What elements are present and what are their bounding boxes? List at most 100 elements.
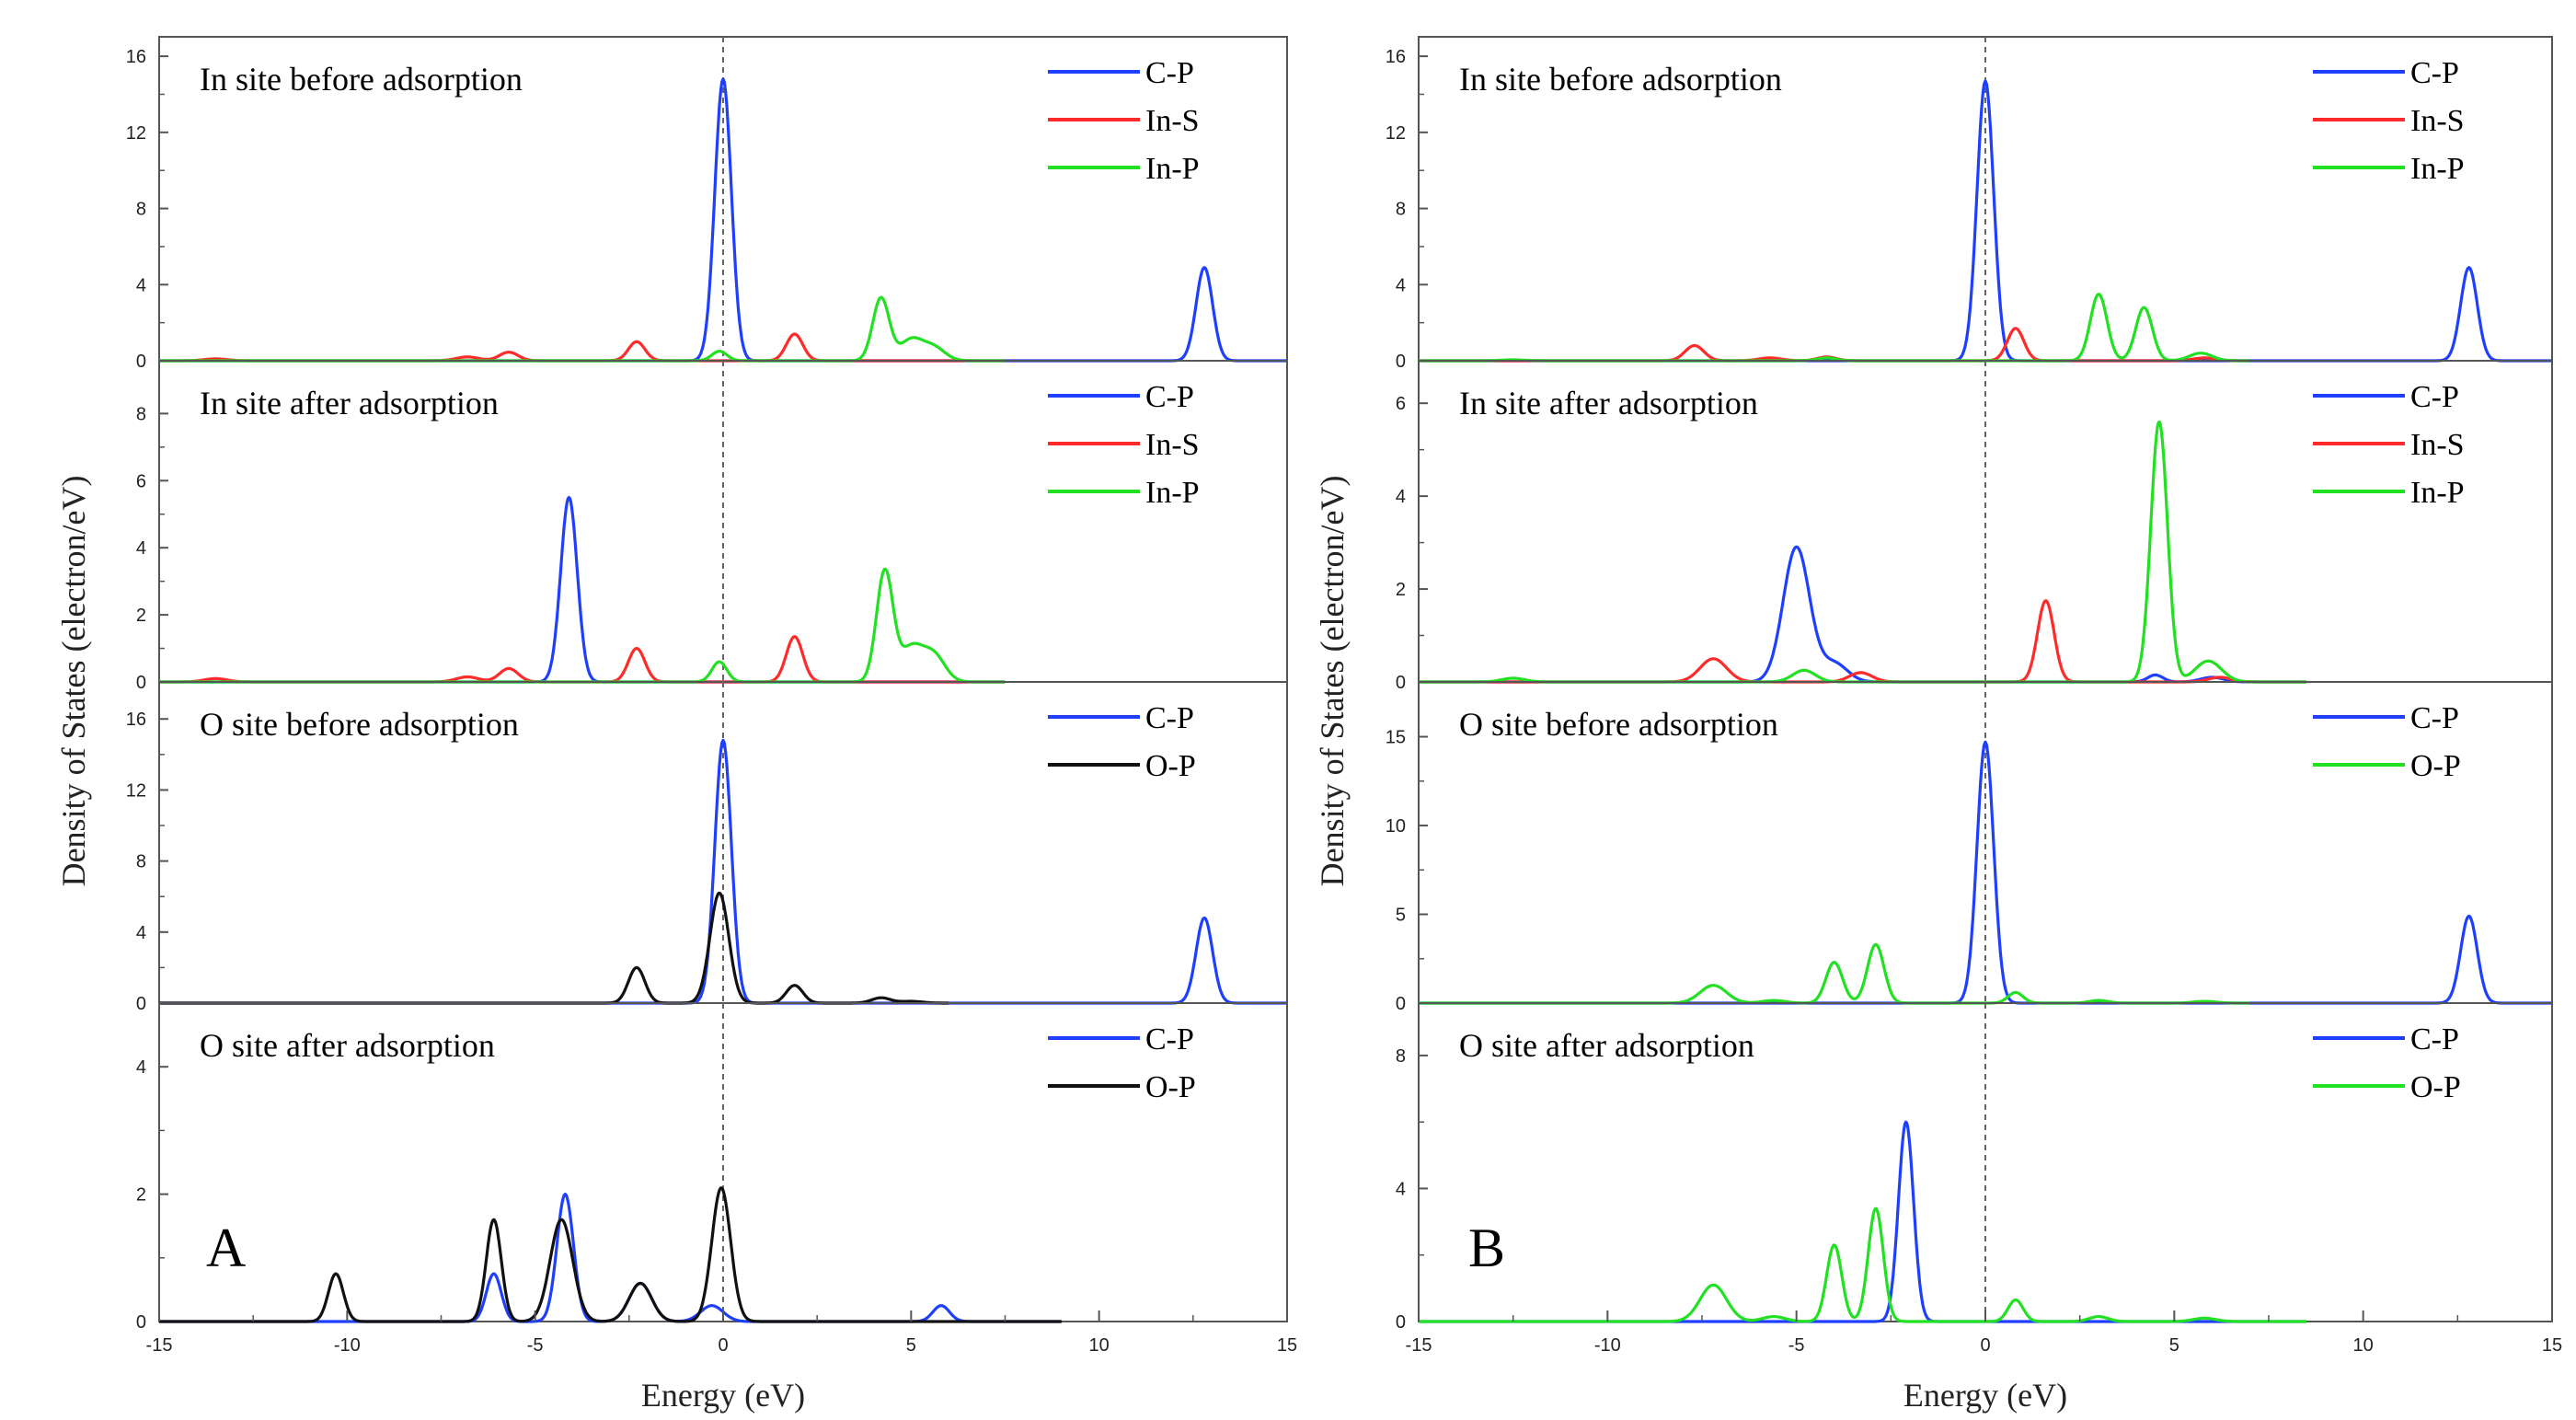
series-line-o-p [158,891,949,1005]
x-tick-label: 0 [1980,1335,1990,1356]
legend-label-in-p: In-P [2410,152,2465,186]
y-tick-label: 0 [136,1312,146,1333]
y-tick-label: 6 [1396,394,1406,414]
series-line-c-p [1418,740,2553,1005]
legend-label-o-p: O-P [2410,749,2461,783]
y-tick-label: 8 [1396,200,1406,220]
x-tick-label: -15 [1406,1335,1432,1356]
panel-1: 0 4 8 12 16 In site before adsorption C-P In-S I… [1386,36,2553,372]
panel-title: In site after adsorption [1459,385,1758,421]
figure-b: 0 4 8 12 16 In site before adsorption C-P In-S I… [1314,36,2562,1414]
y-tick-label: 0 [1396,1312,1406,1333]
y-axis-label: Density of States (electron/eV) [55,476,92,887]
legend-label-in-p: In-P [1145,476,1200,510]
y-tick-label: 12 [1386,123,1406,144]
legend-label-c-p: C-P [2410,701,2459,735]
y-tick-label: 2 [136,606,146,626]
panel-title: In site before adsorption [1459,61,1782,98]
y-tick-label: 16 [126,47,146,67]
figure-letter: B [1468,1218,1505,1278]
y-tick-label: 0 [136,352,146,372]
panel-title: O site before adsorption [200,706,519,743]
y-tick-label: 6 [136,471,146,491]
legend-label-c-p: C-P [1145,701,1194,735]
legend-label-o-p: O-P [1145,749,1196,783]
y-tick-label: 2 [1396,580,1406,600]
panel-4: 0 4 8 O site after adsorption C-P O-P [1396,1002,2553,1333]
y-tick-label: 4 [136,538,146,559]
y-tick-label: 16 [126,710,146,730]
y-tick-label: 0 [136,673,146,693]
legend-label-in-p: In-P [2410,476,2465,510]
legend-label-o-p: O-P [2410,1070,2461,1104]
series-line-o-p [1418,942,2251,1005]
x-axis-label: Energy (eV) [1903,1377,2067,1414]
legend-label-in-s: In-S [2410,428,2465,462]
series-line-in-p [1418,293,2251,363]
y-tick-label: 4 [136,923,146,943]
legend-label-in-p: In-P [1145,152,1200,186]
legend-label-in-s: In-S [2410,104,2465,138]
panel-3: 0 5 10 15 O site before adsorption C-P O-P [1386,681,2553,1014]
series-line-c-p [158,738,1288,1005]
legend-label-c-p: C-P [1145,56,1194,90]
figure-a: 0 4 8 12 16 In site before adsorption C-P In-S I… [55,36,1297,1414]
panel-title: In site after adsorption [200,385,499,421]
legend-label-in-s: In-S [1145,104,1200,138]
y-tick-label: 5 [1396,906,1406,926]
y-tick-label: 4 [136,1057,146,1078]
panel-title: O site before adsorption [1459,706,1778,743]
x-tick-label: -10 [334,1335,361,1356]
y-tick-label: 8 [136,200,146,220]
legend-label-o-p: O-P [1145,1070,1196,1104]
x-tick-label: 10 [1089,1335,1110,1356]
panel-2: 0 2 4 6 8 In site after adsorption C-P In-S In-P [136,360,1288,693]
panel-title: In site before adsorption [200,61,523,98]
y-tick-label: 12 [126,123,146,144]
legend-label-in-s: In-S [1145,428,1200,462]
y-tick-label: 4 [1396,275,1406,295]
y-tick-label: 2 [136,1185,146,1206]
legend-label-c-p: C-P [1145,380,1194,414]
panel-3: 0 4 8 12 16 O site before adsorption C-P O-P [126,681,1288,1014]
legend-label-c-p: C-P [2410,1022,2459,1056]
y-tick-label: 10 [1386,816,1406,837]
y-tick-label: 4 [1396,487,1406,507]
panel-1: 0 4 8 12 16 In site before adsorption C-P In-S I… [126,36,1288,372]
x-axis-label: Energy (eV) [641,1377,805,1414]
x-tick-label: -10 [1594,1335,1621,1356]
legend-label-c-p: C-P [2410,380,2459,414]
y-tick-label: 12 [126,780,146,801]
y-tick-label: 8 [136,852,146,872]
series-line-o-p [1418,1206,2307,1323]
y-axis-label: Density of States (electron/eV) [1314,476,1351,887]
y-tick-label: 8 [136,404,146,424]
y-tick-label: 15 [1386,728,1406,748]
y-tick-label: 0 [1396,673,1406,693]
y-tick-label: 4 [136,275,146,295]
x-tick-label: 10 [2353,1335,2374,1356]
legend-label-c-p: C-P [1145,1022,1194,1056]
y-tick-label: 4 [1396,1179,1406,1199]
x-tick-label: 5 [906,1335,916,1356]
panel-2: 0 2 4 6 In site after adsorption C-P In-S In-P [1396,360,2553,693]
figure-letter: A [206,1218,246,1278]
x-tick-label: 15 [2542,1335,2562,1356]
x-tick-label: -5 [1788,1335,1805,1356]
x-tick-label: 0 [718,1335,728,1356]
series-line-o-p [158,1186,1063,1323]
x-tick-label: -5 [527,1335,544,1356]
y-tick-label: 16 [1386,47,1406,67]
series-line-in-s [158,635,1006,684]
x-tick-label: 5 [2169,1335,2179,1356]
series-line-in-p [1418,421,2307,684]
legend-label-c-p: C-P [2410,56,2459,90]
y-tick-label: 0 [1396,994,1406,1014]
y-tick-label: 8 [1396,1046,1406,1067]
series-line-c-p [158,1193,1063,1323]
panel-title: O site after adsorption [200,1027,495,1064]
panel-title: O site after adsorption [1459,1027,1754,1064]
series-line-in-p [158,295,1006,363]
series-line-in-s [158,332,1006,363]
